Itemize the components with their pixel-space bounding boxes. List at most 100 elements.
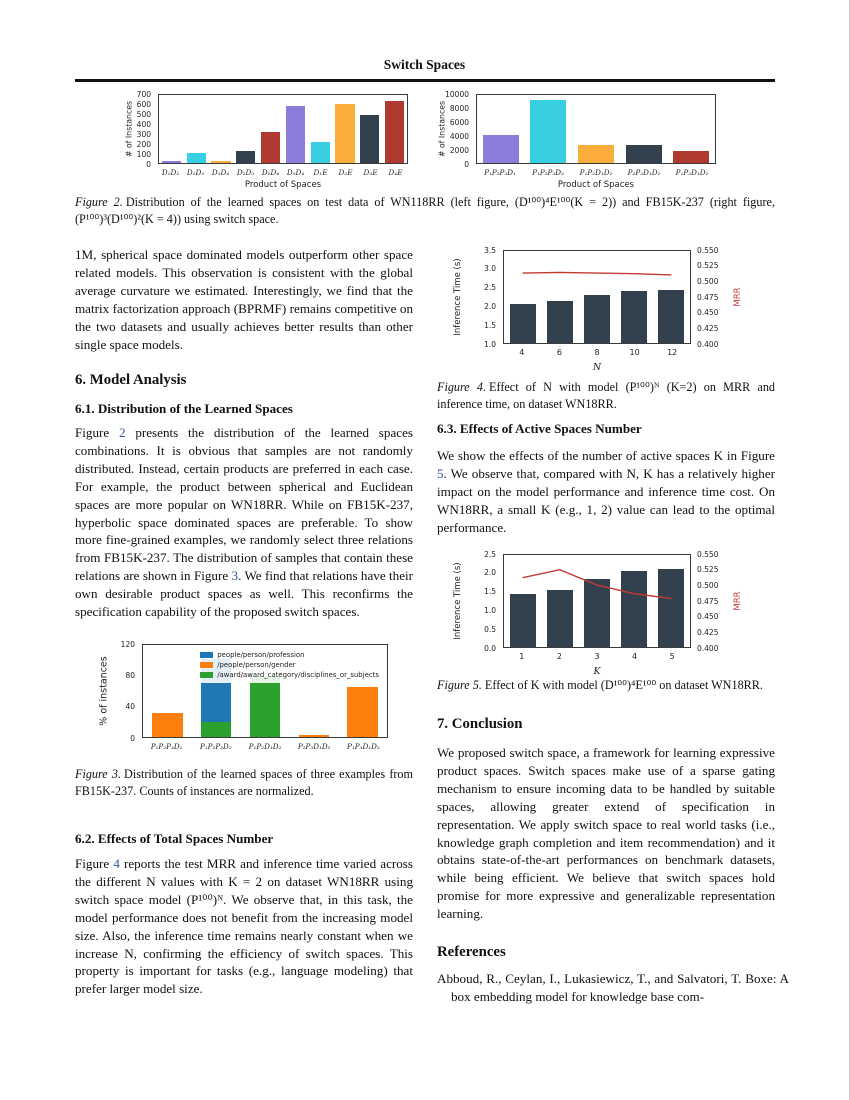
bar-slot [241,645,290,737]
bar-slot [143,645,192,737]
bar [260,131,281,163]
y-tick-label: 40 [125,702,135,712]
bar [621,570,648,647]
x-tick-label: D₃D₄ [286,168,305,177]
figure-reference[interactable]: 4 [113,856,120,871]
y2-tick-label: 0.475 [697,292,719,302]
section-heading-active-spaces: 6.3. Effects of Active Spaces Number [437,421,642,436]
bar-slot [541,251,578,343]
y-tick-label: 600 [136,99,151,109]
y-tick-label: 1.5 [484,320,496,330]
y-axis-label: % of instances [98,656,110,726]
bar-slot [477,95,525,163]
legend-label: people/person/profession [217,650,305,659]
bar-slot [338,645,387,737]
x-axis-label: K [593,666,601,677]
x-axis-label: N [592,362,602,373]
x-tick-label: D₁D₄ [211,168,230,177]
mrr-line-series [504,555,690,647]
y-tick-label: 4000 [449,131,469,141]
bar-group [477,95,715,163]
y-tick-label: 1.0 [484,339,496,349]
bar [186,152,206,163]
bar [201,721,232,737]
bar-slot [504,555,541,647]
bar-slot [616,251,653,343]
figure2-left-chart: 0 100 200 300 400 500 600 700 D₁D₂ D₁D₃ D₁D₄ D₂D₃ D₂… [118,88,414,192]
bar-group [504,251,690,343]
y-tick-label: 500 [136,109,151,119]
y2-axis-label: MRR [733,287,743,307]
y2-tick-label: 0.400 [697,339,719,349]
y-tick-label: 200 [136,139,151,149]
reference-entry: Abboud, R., Ceylan, I., Lukasiewicz, T.,… [437,971,789,1004]
y2-tick-label: 0.525 [697,261,719,271]
x-tick-label: P₁P₂P₃D₁ [150,742,183,751]
y-tick-label: 300 [136,129,151,139]
figure3-caption-label: Figure 3. [75,767,122,781]
running-head-title: Switch Spaces [383,57,466,72]
bar [509,304,536,343]
y-axis-label: # of Instances [437,100,447,158]
figure-reference[interactable]: 5 [437,465,444,481]
figure5-caption-text: Effect of K with model (D¹⁰⁰)⁴E¹⁰⁰ on da… [484,678,763,692]
bar-slot [667,95,715,163]
x-tick-label: P₁P₂D₁D₂ [579,168,613,177]
x-tick-label: 5 [669,652,675,661]
y-tick-label: 2.0 [484,568,496,578]
paragraph-conclusion: We proposed switch space, a framework fo… [437,745,775,922]
x-tick-label: D₁D₂ [161,168,180,177]
figure4-chart: 1.0 1.5 2.0 2.5 3.0 3.5 0.400 0.425 0.450 0.475 0.… [445,244,747,374]
y2-tick-label: 0.550 [697,245,719,255]
x-tick-label: D₂D₃ [236,168,255,177]
x-tick-label: 6 [556,348,562,357]
y-tick-label: 1.5 [484,587,496,597]
x-tick-label: D₁E [313,168,328,177]
paragraph-total-spaces: Figure 4 reports the test MRR and infere… [75,856,413,997]
bar-slot [653,251,690,343]
figure2-right-chart: 0 2000 4000 6000 8000 10000 P₁P₂P₃D₁ P₁P₂P₃D₂ P₁… [430,88,728,192]
legend-swatch [200,651,214,658]
x-tick-label: P₁P₂D₁D₂ [248,742,282,751]
y2-tick-label: 0.450 [697,308,719,318]
x-tick-label: D₄E [388,168,403,177]
legend-swatch [200,661,214,668]
bar-slot [209,95,234,163]
x-axis-label: Product of Spaces [244,180,322,190]
bar-slot [541,555,578,647]
bar-group [143,645,387,737]
y-axis-label: Inference Time (s) [453,258,463,336]
mrr-line-series [504,251,690,343]
y2-tick-label: 0.550 [697,549,719,559]
y2-tick-label: 0.475 [697,596,719,606]
section-heading-total-spaces: 6.2. Effects of Total Spaces Number [75,831,274,846]
bar [546,589,573,647]
x-tick-label: P₁P₂P₃D₂ [532,168,564,177]
section-heading-distribution: 6.1. Distribution of the Learned Spaces [75,401,293,416]
section-heading-conclusion: 7. Conclusion [437,716,523,732]
legend-item: /award/award_category/disciplines_or_sub… [200,671,379,679]
y-tick-label: 3.0 [484,264,496,274]
y-tick-label: 0.0 [484,643,496,653]
figure2-caption-label: Figure 2. [75,195,123,209]
bar [625,144,662,163]
bar [360,114,380,163]
figure-reference[interactable]: 3 [231,568,239,584]
figure3-caption-text: Distribution of the learned spaces of th… [75,767,414,798]
bar-slot [504,251,541,343]
x-tick-label: 8 [594,348,600,357]
x-tick-label: 12 [667,348,678,357]
bar-group [159,95,407,163]
figure3-chart: people/person/profession/people/person/g… [88,640,394,764]
y-tick-label: 8000 [449,103,469,113]
plot-area [476,94,716,164]
figure3-caption: Figure 3. Distribution of the learned spa… [75,766,413,799]
bar-slot [578,251,615,343]
bar-slot [233,95,258,163]
figure5-caption: Figure 5. Effect of K with model (D¹⁰⁰)⁴E… [437,677,775,694]
bar [577,144,615,163]
x-tick-label: P₁P₂P₃D₁ [484,168,516,177]
bar [347,687,378,737]
y2-axis-label: MRR [733,591,743,611]
figure-reference[interactable]: 2 [118,425,126,440]
